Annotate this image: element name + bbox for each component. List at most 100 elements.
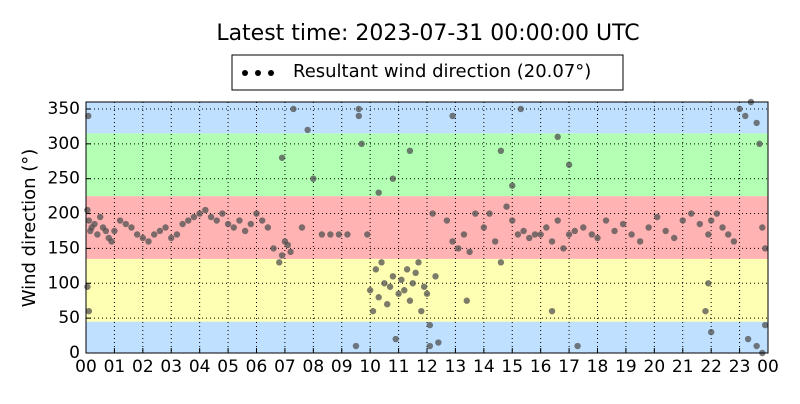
data-point	[537, 231, 544, 238]
chart-title: Latest time: 2023-07-31 00:00:00 UTC	[216, 21, 639, 46]
data-point	[696, 220, 703, 228]
data-point	[358, 140, 365, 148]
data-point	[207, 213, 215, 221]
data-point	[702, 307, 709, 315]
data-point	[310, 175, 317, 182]
data-point	[636, 238, 644, 245]
data-point	[366, 287, 374, 294]
x-tick-label: 11	[388, 357, 410, 377]
data-point	[645, 224, 652, 231]
data-point	[492, 238, 499, 245]
data-point	[352, 342, 360, 350]
y-axis-label: Wind direction (°)	[19, 149, 40, 308]
x-tick-label: 13	[445, 357, 467, 377]
data-point	[426, 321, 434, 329]
x-tick-label: 02	[132, 357, 154, 377]
data-point	[91, 220, 98, 228]
data-point	[742, 112, 749, 120]
data-point	[580, 224, 587, 231]
data-point	[753, 342, 760, 350]
data-point	[258, 217, 266, 224]
data-point	[219, 210, 226, 217]
data-point	[276, 259, 283, 266]
data-point	[418, 307, 425, 315]
y-tick-label: 100	[48, 273, 80, 293]
x-tick-label: 21	[672, 357, 694, 377]
data-point	[372, 266, 380, 273]
x-tick-label: 19	[615, 357, 637, 377]
data-point	[432, 273, 439, 280]
data-point	[401, 287, 408, 294]
data-point	[270, 245, 277, 252]
data-point	[111, 227, 118, 235]
direction-band	[86, 102, 768, 134]
data-point	[420, 283, 428, 290]
data-point	[278, 154, 286, 161]
direction-band	[86, 196, 768, 259]
data-point	[759, 224, 766, 231]
data-point	[156, 227, 164, 235]
x-tick-label: 10	[359, 357, 381, 377]
data-point	[230, 224, 237, 231]
data-point	[571, 227, 578, 235]
data-point	[509, 182, 516, 189]
data-point	[725, 231, 732, 238]
data-point	[611, 227, 618, 235]
data-point	[139, 234, 147, 242]
data-point	[480, 224, 488, 231]
x-tick-label: 05	[217, 357, 239, 377]
data-point	[628, 231, 635, 238]
data-point	[386, 283, 394, 290]
data-point	[179, 220, 186, 228]
x-tick-label: 06	[246, 357, 268, 377]
data-point	[679, 217, 686, 224]
data-point	[264, 224, 272, 231]
data-point	[395, 290, 402, 297]
data-point	[543, 224, 550, 231]
data-point	[355, 105, 362, 113]
data-point	[284, 241, 291, 249]
data-point	[196, 210, 203, 217]
data-point	[707, 217, 715, 224]
data-point	[548, 238, 556, 245]
data-point	[554, 133, 561, 141]
data-point	[497, 147, 505, 155]
data-point	[761, 321, 769, 329]
data-point	[355, 112, 362, 120]
data-point	[463, 297, 470, 304]
y-tick-label: 200	[48, 204, 80, 224]
data-point	[185, 217, 192, 224]
data-point	[97, 213, 104, 221]
data-point	[102, 227, 110, 235]
x-tick-label: 20	[644, 357, 666, 377]
x-tick-label: 12	[416, 357, 438, 377]
x-tick-label: 00	[757, 357, 779, 377]
x-tick-label: 07	[274, 357, 296, 377]
legend-swatch	[255, 70, 261, 76]
data-point	[435, 339, 442, 346]
data-point	[554, 217, 561, 224]
x-tick-label: 17	[558, 357, 580, 377]
data-point	[290, 105, 297, 113]
data-point	[247, 220, 255, 228]
x-tick-label: 18	[587, 357, 609, 377]
x-tick-label: 14	[473, 357, 495, 377]
data-point	[389, 175, 397, 182]
data-point	[756, 140, 763, 148]
data-point	[304, 126, 311, 134]
data-point	[662, 227, 669, 235]
y-tick-label: 50	[58, 308, 80, 328]
y-tick-label: 150	[48, 238, 80, 258]
data-point	[116, 217, 124, 224]
data-point	[85, 307, 93, 315]
data-point	[389, 273, 397, 280]
data-point	[429, 210, 436, 217]
x-tick-label: 09	[331, 357, 353, 377]
data-point	[85, 112, 92, 120]
data-point	[133, 231, 141, 238]
data-point	[548, 307, 556, 315]
data-point	[449, 112, 456, 120]
data-point	[560, 245, 567, 252]
data-point	[653, 213, 661, 221]
y-tick-label: 350	[48, 99, 80, 119]
